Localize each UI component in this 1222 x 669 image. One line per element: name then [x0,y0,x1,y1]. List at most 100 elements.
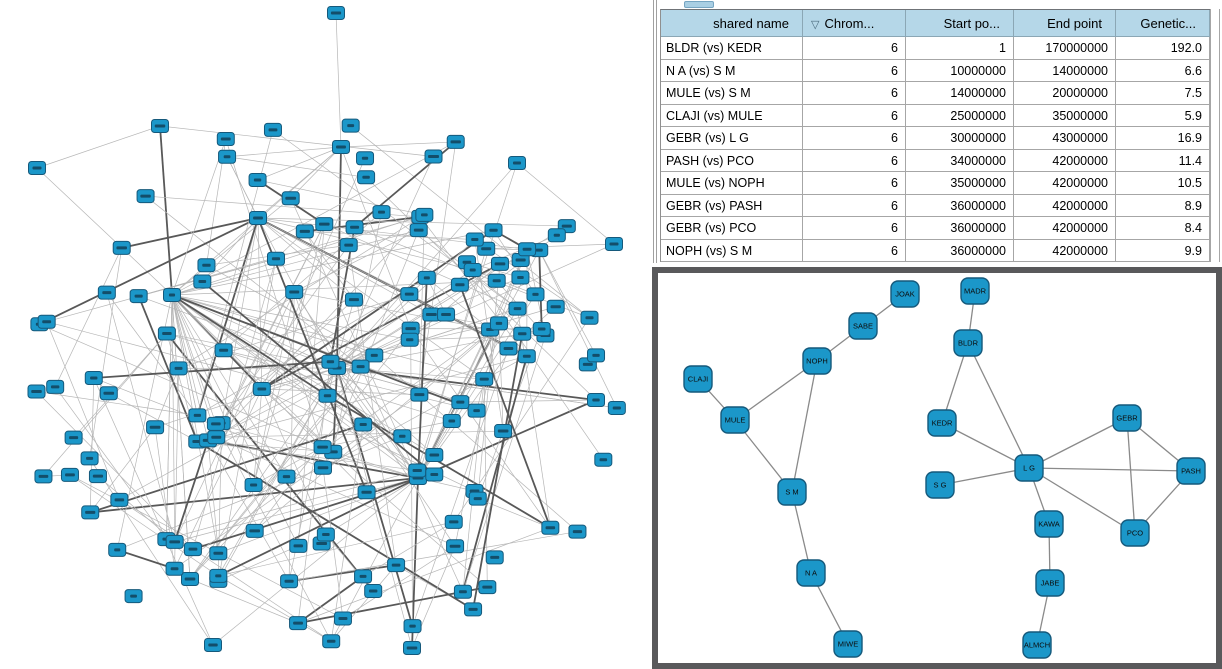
edge[interactable] [218,521,454,577]
table-cell[interactable]: 16.9 [1116,127,1210,150]
edge[interactable] [173,440,209,543]
edge[interactable] [297,527,551,624]
edge-GEBR-L G[interactable] [1028,417,1128,469]
network-node[interactable] [437,307,456,322]
table-cell[interactable]: MULE (vs) S M [661,82,803,105]
edge[interactable] [336,367,435,456]
network-node[interactable] [197,258,216,273]
edge[interactable] [171,294,198,416]
edge-BLDR-L G[interactable] [967,342,1030,469]
edge[interactable] [336,367,419,479]
network-node-PCO[interactable]: PCO [1120,519,1150,547]
network-node[interactable] [209,568,228,583]
edge[interactable] [288,291,295,582]
table-cell[interactable]: CLAJI (vs) MULE [661,104,803,127]
edge[interactable] [36,391,194,550]
edge[interactable] [410,328,551,528]
table-cell[interactable]: 42000000 [1014,239,1116,262]
network-node[interactable] [518,242,537,257]
network-node[interactable] [245,523,264,538]
table-cell[interactable]: 6 [803,172,906,195]
edge[interactable] [108,392,198,442]
edge[interactable] [336,243,615,369]
table-cell[interactable]: 20000000 [1014,82,1116,105]
network-node[interactable] [136,189,155,204]
edge[interactable] [215,223,325,438]
network-node[interactable] [547,228,566,243]
edge[interactable] [73,333,168,438]
edge[interactable] [261,158,366,390]
network-node[interactable] [356,151,375,166]
edge[interactable] [272,129,518,309]
table-cell[interactable]: N A (vs) S M [661,59,803,82]
edge[interactable] [93,377,214,646]
edge[interactable] [342,545,456,619]
network-node-GEBR[interactable]: GEBR [1112,404,1142,432]
network-node[interactable] [124,589,143,604]
table-cell[interactable]: 6 [803,82,906,105]
edge[interactable] [38,217,259,326]
edge[interactable] [257,179,425,216]
edge[interactable] [472,333,524,610]
edge-S G-L G[interactable] [939,467,1030,486]
table-cell[interactable]: 42000000 [1014,172,1116,195]
network-node[interactable] [446,134,465,149]
network-node[interactable] [484,223,503,238]
network-node[interactable] [252,381,271,396]
network-node[interactable] [313,460,332,475]
network-node[interactable] [580,310,599,325]
network-node[interactable] [37,314,56,329]
edge[interactable] [89,458,214,646]
table-cell[interactable]: GEBR (vs) L G [661,127,803,150]
network-node[interactable] [345,220,364,235]
network-node[interactable] [344,292,363,307]
table-cell[interactable]: 6 [803,149,906,172]
edge[interactable] [333,451,419,479]
table-cell[interactable]: NOPH (vs) S M [661,239,803,262]
edge[interactable] [336,146,342,369]
edge[interactable] [327,395,419,479]
network-node[interactable] [322,634,341,649]
edge[interactable] [365,177,597,401]
edge[interactable] [253,388,263,486]
network-node[interactable] [80,451,99,466]
edge[interactable] [304,231,475,240]
edge[interactable] [412,348,509,627]
network-node[interactable] [401,321,420,336]
edge[interactable] [196,440,474,611]
edge[interactable] [254,328,411,532]
edge[interactable] [36,167,173,296]
edge[interactable] [340,146,411,329]
table-cell[interactable]: 8.9 [1116,194,1210,217]
table-cell[interactable]: 6 [803,194,906,217]
edge[interactable] [39,323,334,453]
network-node-BLDR[interactable]: BLDR [953,329,983,357]
table-cell[interactable]: 5.9 [1116,104,1210,127]
edge[interactable] [36,391,198,416]
network-node[interactable] [151,119,169,133]
edge[interactable] [117,435,403,551]
network-node[interactable] [318,388,337,403]
table-cell[interactable]: MULE (vs) NOPH [661,172,803,195]
edge[interactable] [324,223,518,309]
edge[interactable] [154,367,338,428]
network-node[interactable] [27,384,46,399]
network-node[interactable] [289,616,308,631]
edge[interactable] [192,477,419,551]
network-node[interactable] [341,118,360,133]
table-cell[interactable]: 1 [906,37,1014,60]
edge[interactable] [340,141,456,148]
network-node[interactable] [417,270,436,285]
network-node[interactable] [165,561,184,576]
network-node[interactable] [450,277,469,292]
edge[interactable] [227,156,367,178]
table-cell[interactable]: 34000000 [906,149,1014,172]
edge[interactable] [417,249,540,479]
network-node[interactable] [216,131,235,146]
edge[interactable] [297,575,364,624]
edge[interactable] [538,249,618,409]
network-node[interactable] [207,430,226,445]
edge[interactable] [336,367,413,649]
network-node[interactable] [146,420,165,435]
network-node[interactable] [568,524,587,539]
